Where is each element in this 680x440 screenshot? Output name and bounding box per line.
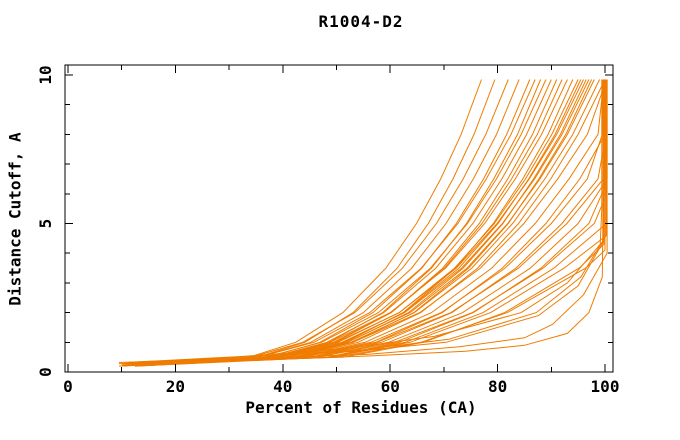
plot-frame — [64, 64, 614, 373]
model-curve — [143, 79, 605, 363]
model-curve — [121, 79, 608, 365]
x-tick-label: 100 — [591, 377, 620, 396]
model-curve — [145, 79, 607, 366]
x-tick-label: 80 — [488, 377, 507, 396]
model-curve — [129, 79, 595, 365]
x-tick-label: 20 — [166, 377, 185, 396]
model-curve — [127, 79, 604, 363]
model-curve — [140, 79, 606, 363]
model-curve — [132, 79, 482, 366]
x-tick-label: 40 — [273, 377, 292, 396]
model-curve — [137, 79, 496, 364]
model-curve — [135, 79, 605, 367]
model-curve — [129, 79, 608, 366]
model-curve — [124, 79, 590, 364]
model-curve — [140, 79, 605, 364]
x-axis-label: Percent of Residues (CA) — [245, 398, 477, 417]
model-curve — [135, 79, 531, 366]
x-tick-label: 0 — [63, 377, 73, 396]
y-tick-label: 10 — [36, 65, 55, 84]
chart-title: R1004-D2 — [318, 12, 404, 31]
model-curve — [121, 79, 509, 366]
model-curve — [121, 79, 568, 365]
model-curve — [132, 79, 603, 365]
model-curve — [124, 79, 547, 367]
model-curve — [118, 79, 536, 363]
model-curve — [127, 79, 603, 364]
x-tick-label: 60 — [381, 377, 400, 396]
model-curve — [137, 79, 608, 365]
y-tick-label: 0 — [36, 367, 55, 377]
model-curve — [124, 79, 606, 365]
y-tick-label: 5 — [36, 219, 55, 229]
model-curve — [143, 79, 593, 366]
